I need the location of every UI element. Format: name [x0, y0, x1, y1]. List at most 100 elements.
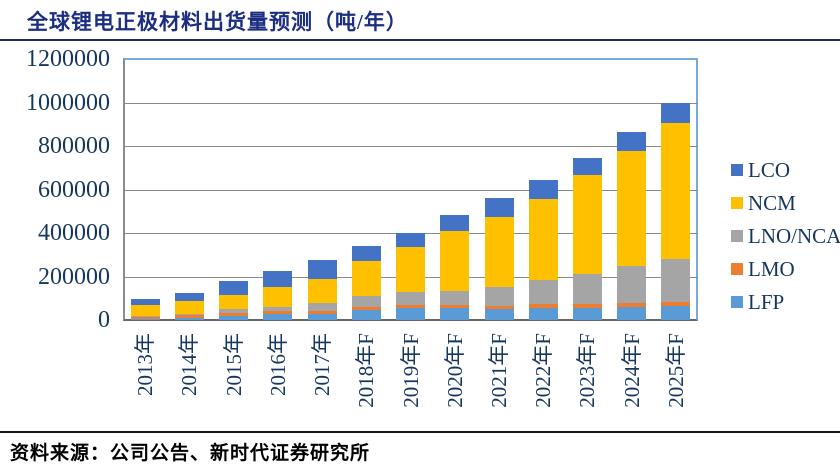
- bar-segment-LCO: [219, 281, 249, 295]
- x-tick-label: 2019年F: [398, 333, 423, 408]
- bar-segment-LNO-NCA: [396, 292, 425, 305]
- y-tick-label: 400000: [38, 220, 110, 246]
- source-note: 资料来源：公司公告、新时代证券研究所: [10, 443, 371, 464]
- bar-segment-LFP: [528, 308, 558, 320]
- bar-segment-NCM: [351, 261, 381, 297]
- legend-label: LCO: [748, 158, 790, 182]
- bar-segment-LMO: [307, 310, 337, 314]
- x-tick-label: 2014年: [177, 333, 202, 396]
- bar-segment-LMO: [572, 304, 602, 308]
- bar-segment-NCM: [440, 231, 470, 291]
- bar-segment-LCO: [528, 179, 558, 199]
- legend-item-NCM: NCM: [731, 191, 840, 215]
- y-tick-label: 800000: [38, 133, 110, 159]
- y-tick-label: 1200000: [26, 46, 110, 72]
- bar-segment-NCM: [484, 216, 514, 287]
- bar-segment-LFP: [440, 307, 470, 320]
- x-tick-label: 2016年: [265, 333, 290, 396]
- bar-segment-LFP: [174, 317, 204, 320]
- gridline-1000000: [123, 102, 698, 104]
- legend-swatch-icon: [731, 197, 743, 209]
- bar-segment-LNO-NCA: [263, 307, 293, 312]
- bar-segment-LCO: [351, 246, 381, 262]
- bar-segment-LFP: [396, 307, 425, 320]
- bar-segment-LCO: [484, 198, 514, 217]
- bar-segment-LFP: [351, 310, 381, 320]
- bar-segment-LCO: [396, 233, 425, 248]
- legend-label: LMO: [748, 257, 795, 281]
- bar-segment-NCM: [528, 198, 558, 280]
- legend-label: LFP: [748, 290, 785, 314]
- bar-segment-LCO: [174, 293, 204, 302]
- bar-segment-LMO: [440, 304, 470, 308]
- bar-segment-LCO: [661, 102, 691, 123]
- x-tick-label: 2023年F: [575, 333, 600, 408]
- bar-segment-LCO: [307, 260, 337, 279]
- y-tick-label: 0: [98, 307, 110, 333]
- bar-segment-LMO: [130, 316, 160, 319]
- bar-segment-NCM: [307, 278, 337, 304]
- x-tick-label: 2015年: [221, 333, 246, 396]
- x-tick-label: 2018年F: [354, 333, 379, 408]
- bar-segment-LMO: [528, 304, 558, 309]
- bar-segment-LMO: [174, 314, 204, 318]
- bar-segment-LNO-NCA: [484, 286, 514, 306]
- bar-segment-LNO-NCA: [219, 308, 249, 313]
- legend-item-LFP: LFP: [731, 290, 840, 314]
- bar-segment-LCO: [263, 271, 293, 288]
- bar-segment-LNO-NCA: [440, 290, 470, 305]
- bar-segment-LMO: [617, 303, 647, 308]
- bar-segment-LCO: [130, 298, 160, 306]
- bar-segment-LMO: [219, 312, 249, 316]
- legend-label: LNO/NCA: [748, 224, 840, 248]
- bar-segment-LFP: [484, 309, 514, 320]
- x-tick-label: 2022年F: [531, 333, 556, 408]
- bar-segment-NCM: [396, 247, 425, 293]
- x-tick-label: 2013年: [133, 333, 158, 396]
- bar-segment-NCM: [617, 150, 647, 267]
- bar-segment-LMO: [484, 305, 514, 310]
- bar-segment-LNO-NCA: [174, 313, 204, 315]
- bar-segment-LMO: [263, 311, 293, 314]
- x-tick-label: 2024年F: [619, 333, 644, 408]
- bar-segment-LMO: [661, 301, 691, 306]
- legend-label: NCM: [748, 191, 796, 215]
- bar-segment-NCM: [661, 122, 691, 260]
- bar-segment-NCM: [219, 294, 249, 309]
- x-tick-label: 2021年F: [487, 333, 511, 408]
- bar-segment-LCO: [440, 215, 470, 232]
- chart-title: 全球锂电正极材料出货量预测（吨/年）: [27, 10, 408, 34]
- footer-divider: [0, 431, 840, 433]
- bar-segment-NCM: [174, 301, 204, 314]
- legend-swatch-icon: [731, 164, 743, 176]
- bar-segment-NCM: [130, 305, 160, 316]
- bar-segment-LNO-NCA: [617, 266, 647, 304]
- y-tick-label: 1000000: [26, 89, 110, 116]
- x-tick-label: 2025年F: [663, 333, 688, 408]
- bar-segment-LNO-NCA: [351, 296, 381, 308]
- bar-segment-LNO-NCA: [572, 274, 602, 305]
- legend-item-LMO: LMO: [731, 257, 840, 281]
- x-tick-label: 2020年F: [442, 333, 467, 408]
- legend-item-LNO-NCA: LNO/NCA: [731, 224, 840, 248]
- legend-swatch-icon: [731, 296, 743, 308]
- bar-segment-LMO: [396, 304, 425, 308]
- legend-swatch-icon: [731, 263, 743, 275]
- x-tick-label: 2017年: [310, 333, 334, 396]
- bar-segment-LFP: [219, 315, 249, 320]
- bar-segment-LFP: [617, 307, 647, 320]
- legend-item-LCO: LCO: [731, 158, 840, 182]
- bar-segment-LCO: [572, 157, 602, 176]
- bar-segment-LFP: [130, 318, 160, 320]
- bar-segment-LNO-NCA: [661, 259, 691, 302]
- bar-segment-NCM: [263, 287, 293, 308]
- bar-segment-LNO-NCA: [528, 279, 558, 305]
- gridline-600000: [123, 189, 698, 191]
- bar-segment-NCM: [572, 175, 602, 275]
- y-tick-label: 200000: [38, 263, 110, 290]
- bar-segment-LFP: [661, 305, 691, 320]
- gridline-800000: [123, 146, 698, 147]
- bar-segment-LMO: [351, 307, 381, 310]
- bar-segment-LFP: [263, 313, 293, 320]
- title-underline: [0, 39, 840, 41]
